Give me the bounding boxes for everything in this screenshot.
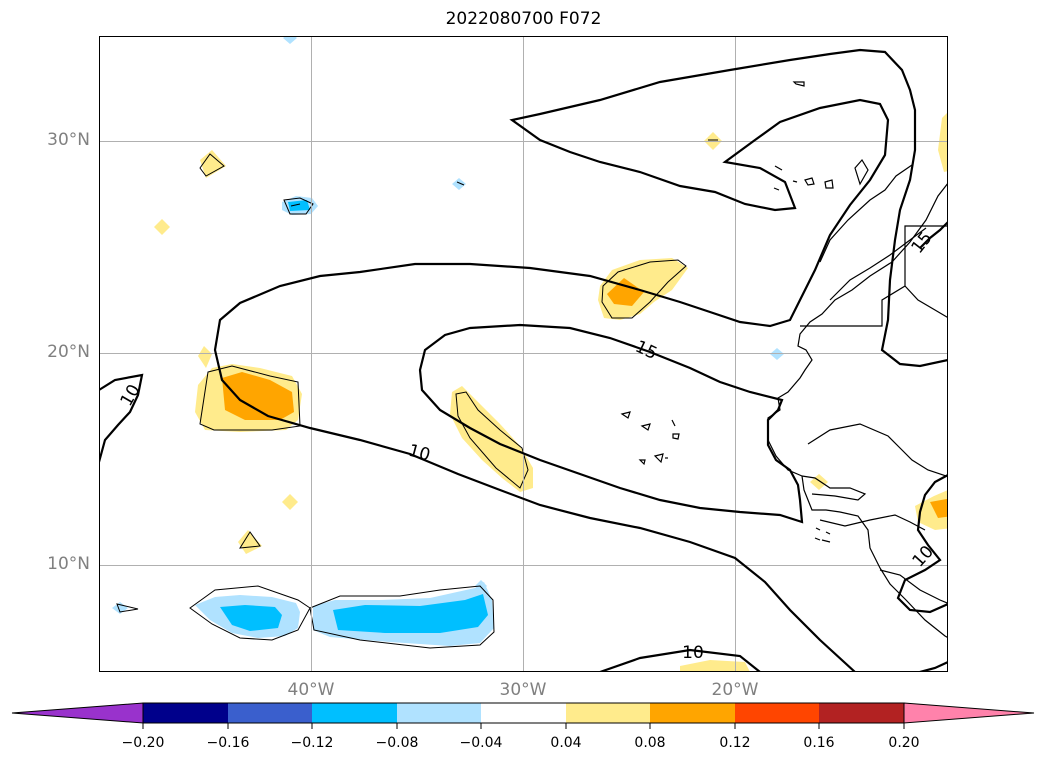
colorbar-tick-label: 0.16 bbox=[803, 735, 835, 751]
lon-label-30w: 30°W bbox=[499, 680, 547, 700]
neg-dot-5 bbox=[475, 580, 487, 592]
colorbar-tick-label: 0.20 bbox=[888, 735, 920, 751]
colorbar-tick-label: −0.04 bbox=[459, 735, 503, 751]
colorbar-tick-label: −0.12 bbox=[290, 735, 334, 751]
contour-10-southeast bbox=[896, 474, 948, 672]
pos-area-east-edge bbox=[915, 490, 948, 530]
colorbar-extend-high bbox=[903, 702, 1035, 724]
neg-dot-1 bbox=[452, 178, 466, 190]
cape-verde-6 bbox=[653, 453, 664, 464]
neg-area-south-east-core bbox=[333, 594, 488, 633]
mauritania-border bbox=[829, 227, 927, 301]
shading-outlines bbox=[116, 139, 718, 649]
cape-verde-2 bbox=[640, 423, 651, 431]
colorbar-segment bbox=[566, 703, 650, 723]
map-layers: 10 15 10 15 10 10 bbox=[99, 36, 948, 672]
colorbar-tick-label: −0.20 bbox=[121, 735, 165, 751]
colorbar-tick-label: −0.16 bbox=[206, 735, 250, 751]
western-sahara-border bbox=[800, 225, 948, 327]
colorbar-tick-label: −0.08 bbox=[375, 735, 419, 751]
colorbar-tick-label: 0.04 bbox=[550, 735, 582, 751]
colorbar-tick-label: 0.08 bbox=[634, 735, 666, 751]
canary-2 bbox=[792, 180, 798, 183]
senegal-border bbox=[807, 423, 948, 478]
contour-label: 10 bbox=[682, 643, 704, 663]
lat-label-30n: 30°N bbox=[47, 130, 90, 150]
colorbar-tick-label: 0.12 bbox=[719, 735, 751, 751]
lat-label-10n: 10°N bbox=[47, 554, 90, 574]
liberia-border bbox=[879, 569, 948, 604]
madeira bbox=[792, 81, 805, 87]
lat-label-20n: 20°N bbox=[47, 342, 90, 362]
pos-area-northeast-core bbox=[607, 278, 644, 306]
pos-dot-1 bbox=[200, 150, 226, 178]
colorbar-extend-low bbox=[11, 702, 144, 724]
lon-label-40w: 40°W bbox=[287, 680, 335, 700]
canary-5 bbox=[854, 158, 869, 186]
colorbar-segment bbox=[735, 703, 819, 723]
bissagos bbox=[814, 527, 831, 543]
contour-10-main bbox=[213, 48, 948, 672]
neg-area-south-west-core bbox=[220, 605, 282, 631]
figure-title: 2022080700 F072 bbox=[445, 9, 602, 29]
contour-15-east bbox=[919, 220, 948, 249]
canary-6 bbox=[773, 187, 780, 191]
graticule bbox=[99, 36, 948, 672]
mali-border bbox=[904, 285, 948, 319]
pos-dot-5 bbox=[282, 494, 298, 510]
colorbar-segment bbox=[312, 703, 397, 723]
guinea-border bbox=[819, 514, 926, 531]
gambia-border bbox=[801, 475, 867, 501]
plot-frame bbox=[99, 36, 948, 672]
cape-verde-1 bbox=[620, 411, 631, 419]
colorbar-segment bbox=[143, 703, 228, 723]
lon-label-20w: 20°W bbox=[711, 680, 759, 700]
neg-area-north-west-core bbox=[288, 200, 310, 211]
main-contours bbox=[99, 48, 948, 672]
pos-area-west-core bbox=[222, 372, 294, 420]
neg-dot-2 bbox=[283, 36, 297, 44]
colorbar-frame bbox=[142, 702, 905, 724]
pos-dot-4 bbox=[198, 346, 212, 368]
colorbar bbox=[11, 702, 1035, 729]
colorbar-segment bbox=[819, 703, 904, 723]
canary-4 bbox=[824, 179, 834, 189]
negative-shading bbox=[112, 36, 784, 646]
contour-10-west bbox=[99, 373, 144, 463]
colorbar-segment bbox=[481, 703, 566, 723]
morocco-coast bbox=[819, 164, 913, 263]
pos-dot-2 bbox=[154, 219, 170, 235]
cape-verde-3 bbox=[671, 419, 676, 427]
coastlines bbox=[620, 81, 948, 639]
canary-1 bbox=[774, 165, 783, 171]
contour-15-inner bbox=[418, 323, 804, 524]
pos-area-east-edge-core bbox=[930, 498, 948, 518]
colorbar-segment bbox=[228, 703, 312, 723]
cape-verde-5 bbox=[638, 459, 646, 466]
canary-3 bbox=[804, 177, 815, 186]
colorbar-segment bbox=[397, 703, 481, 723]
pos-area-south-edge bbox=[680, 660, 750, 672]
cape-verde-4 bbox=[672, 433, 680, 440]
colorbar-segment bbox=[650, 703, 735, 723]
